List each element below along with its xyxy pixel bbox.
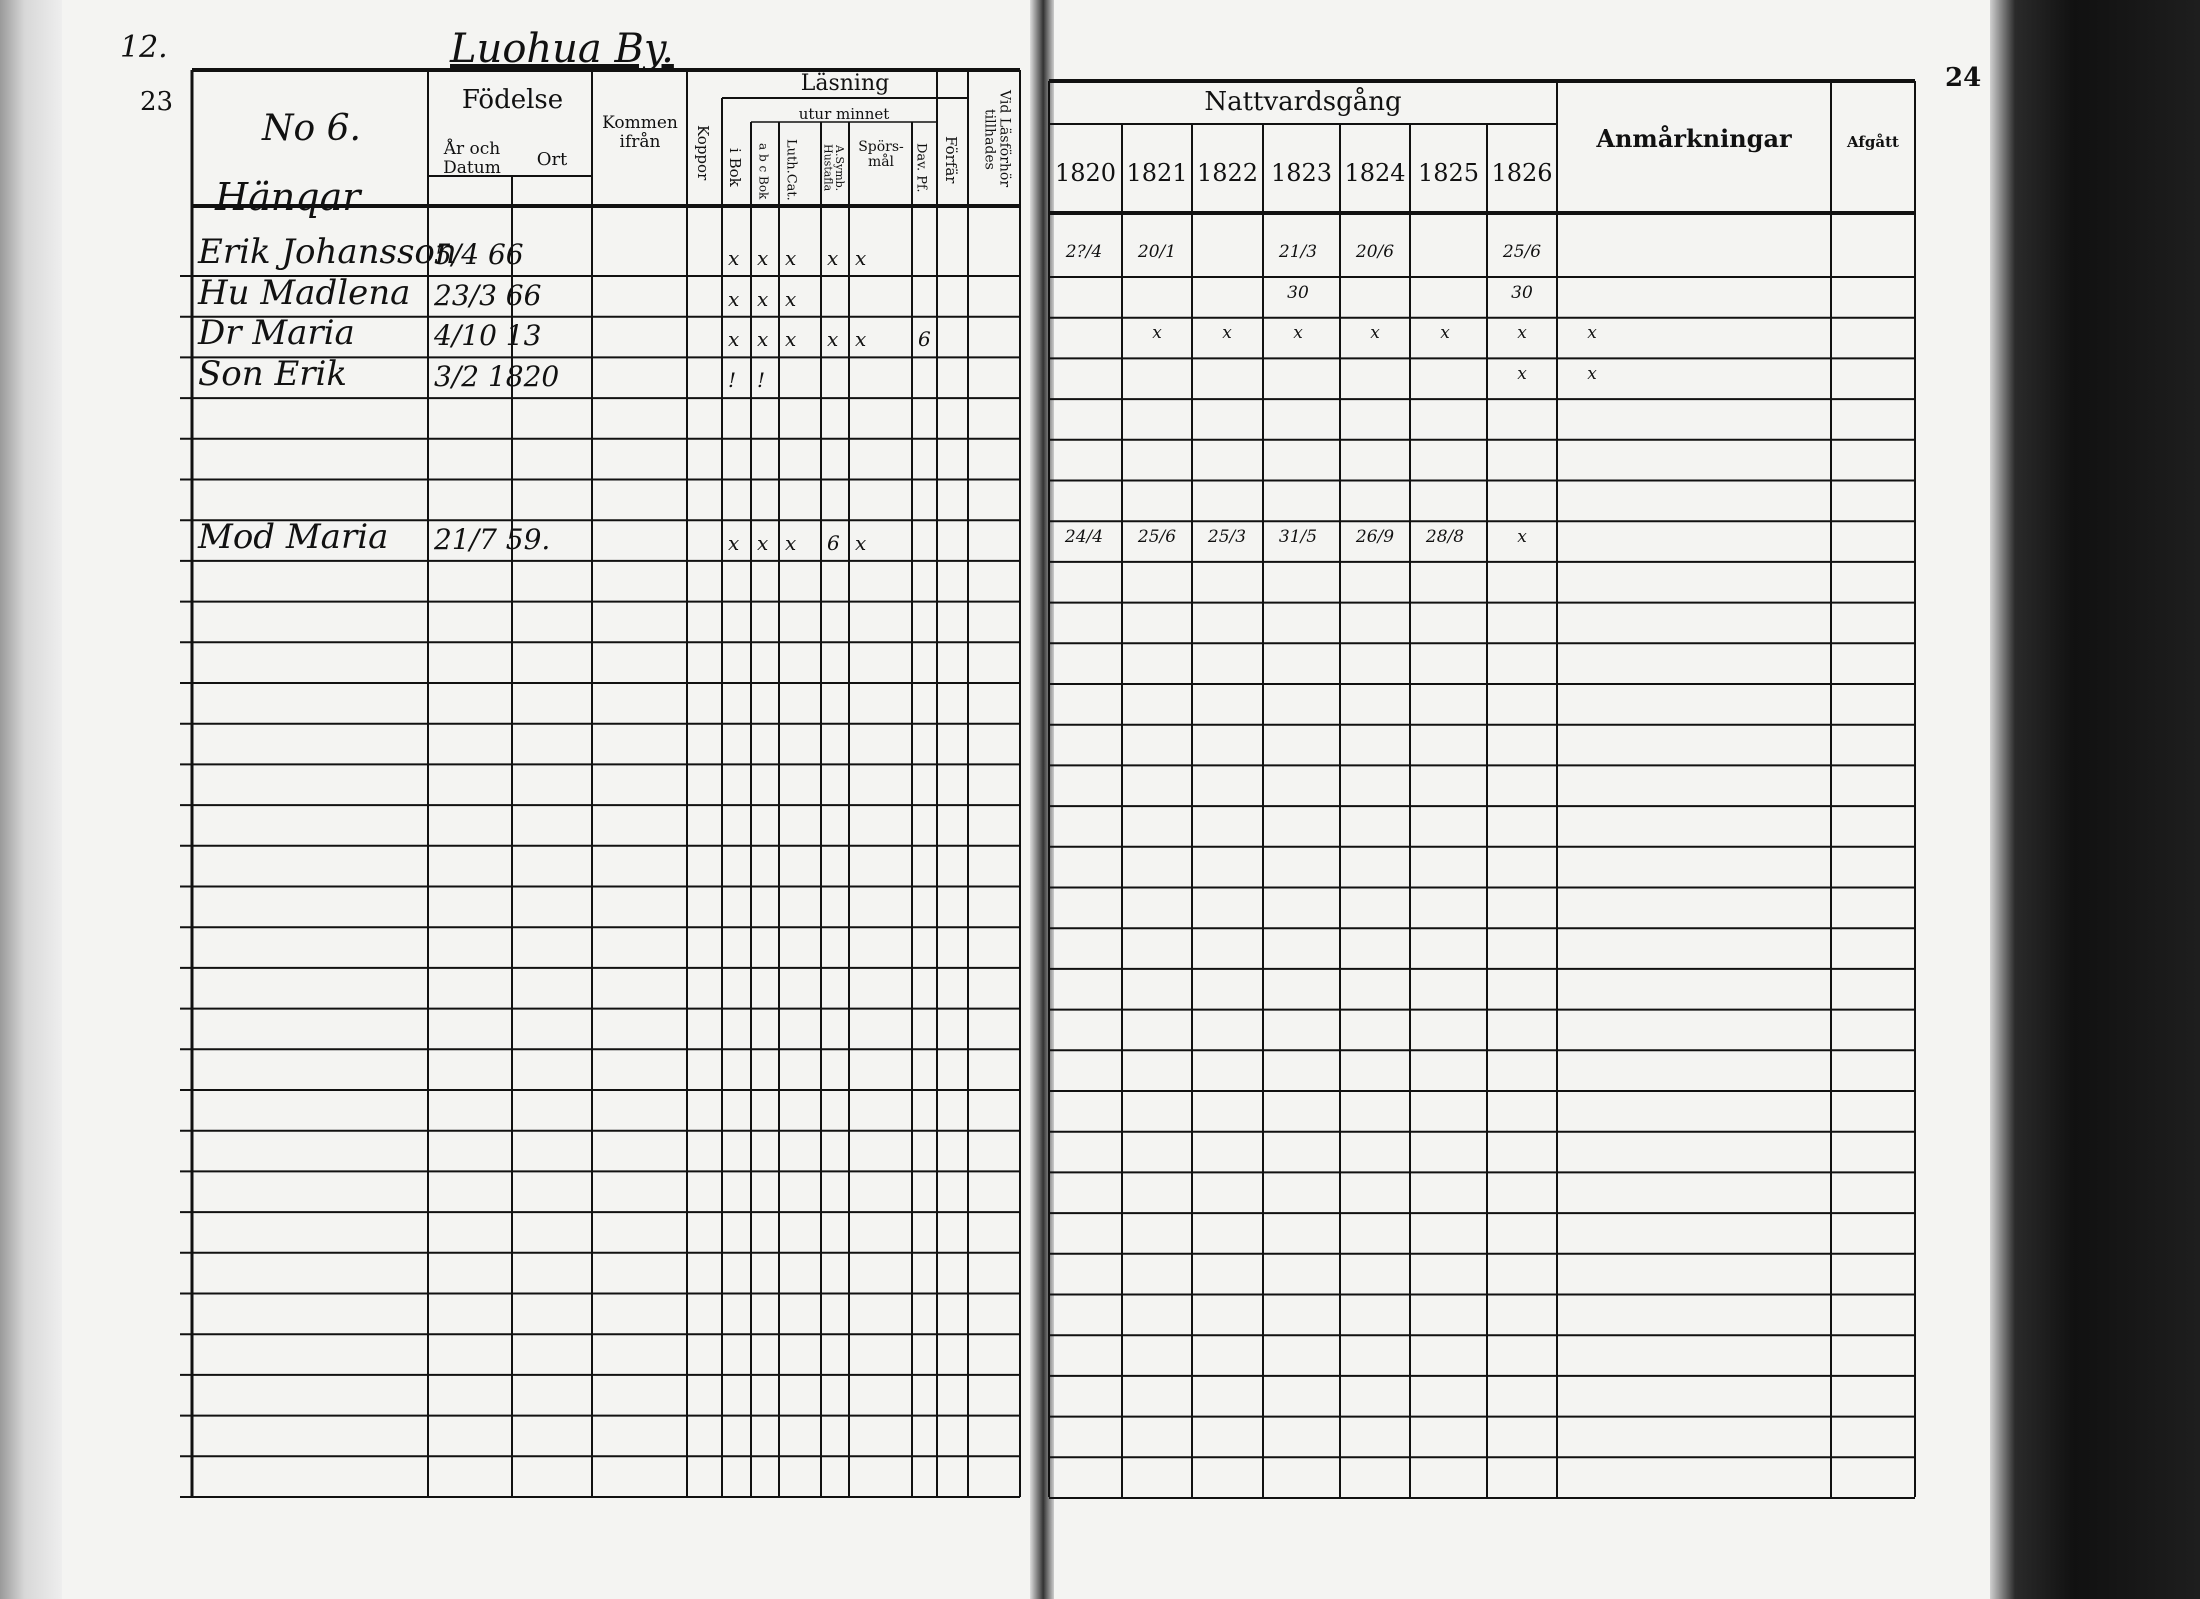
communion-entry: 31/5 [1278,526,1318,547]
reading-mark: x [855,327,867,352]
header-year-1823: 1823 [1270,159,1333,187]
birth-date: 21/7 59. [434,522,551,556]
birth-date: 5/4 66 [434,238,524,271]
person-name: Erik Johansson [198,232,457,272]
communion-entry: x [1440,323,1450,344]
header-ar-och-datum: År och Datum [443,139,501,178]
person-name: Hu Madlena [198,272,411,313]
communion-entry: x [1517,323,1527,344]
reading-mark: x [757,530,769,555]
header-year-1824: 1824 [1344,159,1406,187]
reading-mark: x [827,246,839,270]
communion-entry: 20/1 [1137,242,1177,262]
header-utur-minnet: utur minnet [798,105,890,123]
communion-entry: 28/8 [1425,526,1465,547]
person-name: Son Erik [198,354,348,395]
communion-entry: 25/6 [1502,242,1542,262]
header-forfar: Förfär [941,136,960,184]
birth-date: 3/2 1820 [434,360,560,394]
communion-entry: x [1152,323,1162,344]
header-ort: Ort [536,149,568,170]
communion-entry: 21/3 [1278,242,1318,262]
reading-mark: x [728,246,740,270]
header-fodelse: Födelse [461,85,564,115]
header-sporsmal: Spörs-mål [858,139,904,171]
communion-entry: x [1293,323,1303,344]
communion-entry: 30 [1511,282,1533,303]
scan-background [1990,0,2200,1599]
reading-mark: x [785,286,797,311]
communion-entry: x [1587,364,1597,385]
header-year-1822: 1822 [1196,159,1259,187]
reading-mark: x [728,530,740,555]
header-year-1825: 1825 [1417,159,1480,187]
reading-mark: ! [728,368,737,393]
communion-entry: x [1370,323,1380,344]
reading-mark: x [785,327,797,352]
header-a-symb: A.Symb. Hustafla [821,144,847,192]
person-name: Mod Maria [198,516,389,557]
birth-date: 4/10 13 [434,319,542,353]
header-kommen-ifran: Kommen ifrån [602,113,678,152]
header-afgatt: Afgått [1847,133,1899,151]
header-koppor: Koppor [693,124,712,181]
reading-mark: x [757,327,769,352]
communion-entry: x [1517,526,1527,547]
header-year-1820: 1820 [1054,159,1117,187]
header-year-1821: 1821 [1126,159,1188,187]
handwritten-page-number: 12. [120,30,168,65]
header-nattvardsgang: Nattvardsgång [1204,87,1402,117]
communion-entry: 26/9 [1355,526,1395,547]
reading-mark: 6 [918,327,931,352]
reading-mark: x [785,530,797,555]
printed-page-number-right: 24 [1945,63,1982,93]
village-title: Luohua By. [450,26,674,72]
communion-entry: 24/4 [1064,526,1104,547]
header-abc-bok: a b c Bok [756,142,771,200]
person-name: Dr Maria [198,313,355,354]
communion-entry: 2?/4 [1065,242,1103,262]
communion-entry: 30 [1287,282,1309,303]
header-year-1826: 1826 [1491,159,1553,187]
communion-entry: x [1517,364,1527,385]
communion-entry: 20/6 [1355,242,1395,262]
printed-page-number: 23 [140,87,174,117]
reading-mark: x [728,327,740,352]
household-number: No 6. [262,108,361,149]
reading-mark: x [785,246,797,270]
communion-entry: 25/6 [1137,526,1177,547]
reading-mark: x [728,286,740,311]
header-vid-lasforhor: Vid Läsförhör tillhades [981,90,1013,188]
birth-date: 23/3 66 [434,278,542,312]
communion-entry: x [1222,323,1232,344]
reading-mark: 6 [827,530,840,555]
header-i-bok: i Bok [725,147,744,187]
header-lasning: Läsning [800,71,890,96]
reading-mark: ! [757,368,766,393]
reading-mark: x [757,246,769,270]
header-anmarkningar: Anmårkningar [1596,124,1792,153]
reading-mark: x [827,327,839,352]
communion-entry: 25/3 [1207,526,1247,547]
reading-mark: x [855,246,867,270]
header-dav-pf: Dav. Pf. [913,143,929,193]
reading-mark: x [757,286,769,311]
scan-left-edge [0,0,62,1599]
header-luth-cat: Luth.Cat. [783,139,799,201]
reading-mark: x [855,530,867,555]
household-place: Hänqar [215,175,361,219]
communion-entry: x [1587,323,1597,344]
